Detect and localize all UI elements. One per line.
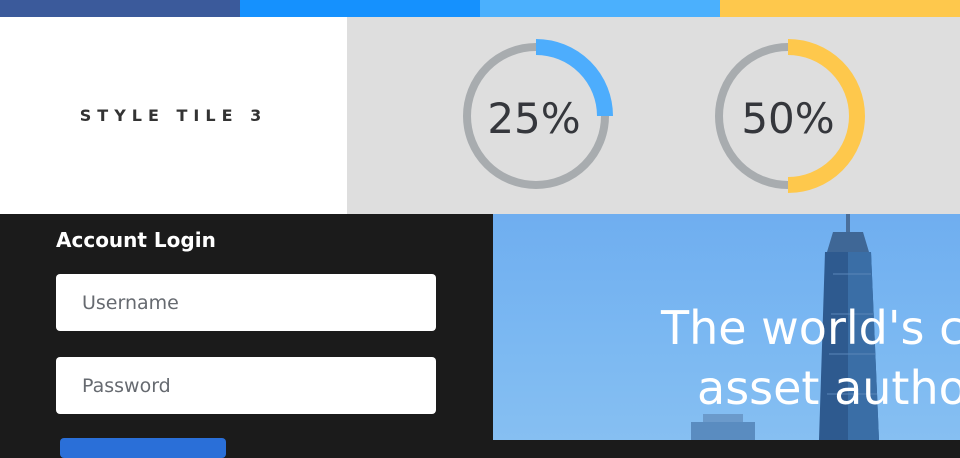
password-input[interactable] xyxy=(56,357,436,414)
login-title: Account Login xyxy=(56,228,216,252)
hero-headline-line1: The world's ca xyxy=(661,301,960,355)
gauges-svg: 25% 50% xyxy=(463,39,865,193)
hero-banner: The world's ca asset author xyxy=(493,214,960,440)
gauge-25: 25% xyxy=(463,39,613,189)
gauge-50-label: 50% xyxy=(741,94,834,143)
color-swatch-bar xyxy=(0,0,960,17)
login-button[interactable] xyxy=(60,438,226,458)
gauge-25-arc xyxy=(535,39,613,117)
swatch-bright-blue xyxy=(240,0,480,17)
style-tile-title-panel: STYLE TILE 3 xyxy=(0,17,347,214)
swatch-light-blue xyxy=(480,0,720,17)
gauge-25-label: 25% xyxy=(487,94,580,143)
hero-headline-line2: asset author xyxy=(697,361,960,415)
swatch-dark-blue xyxy=(0,0,240,17)
progress-gauges-panel: 25% 50% xyxy=(347,17,960,214)
skyscraper-image xyxy=(691,214,879,440)
gauge-50: 50% xyxy=(715,39,865,193)
swatch-yellow xyxy=(720,0,960,17)
gauge-50-arc xyxy=(787,39,865,193)
hero-headline: The world's ca asset author xyxy=(661,298,960,418)
account-login-panel: Account Login xyxy=(0,214,493,458)
username-input[interactable] xyxy=(56,274,436,331)
style-tile-title: STYLE TILE 3 xyxy=(79,106,268,125)
